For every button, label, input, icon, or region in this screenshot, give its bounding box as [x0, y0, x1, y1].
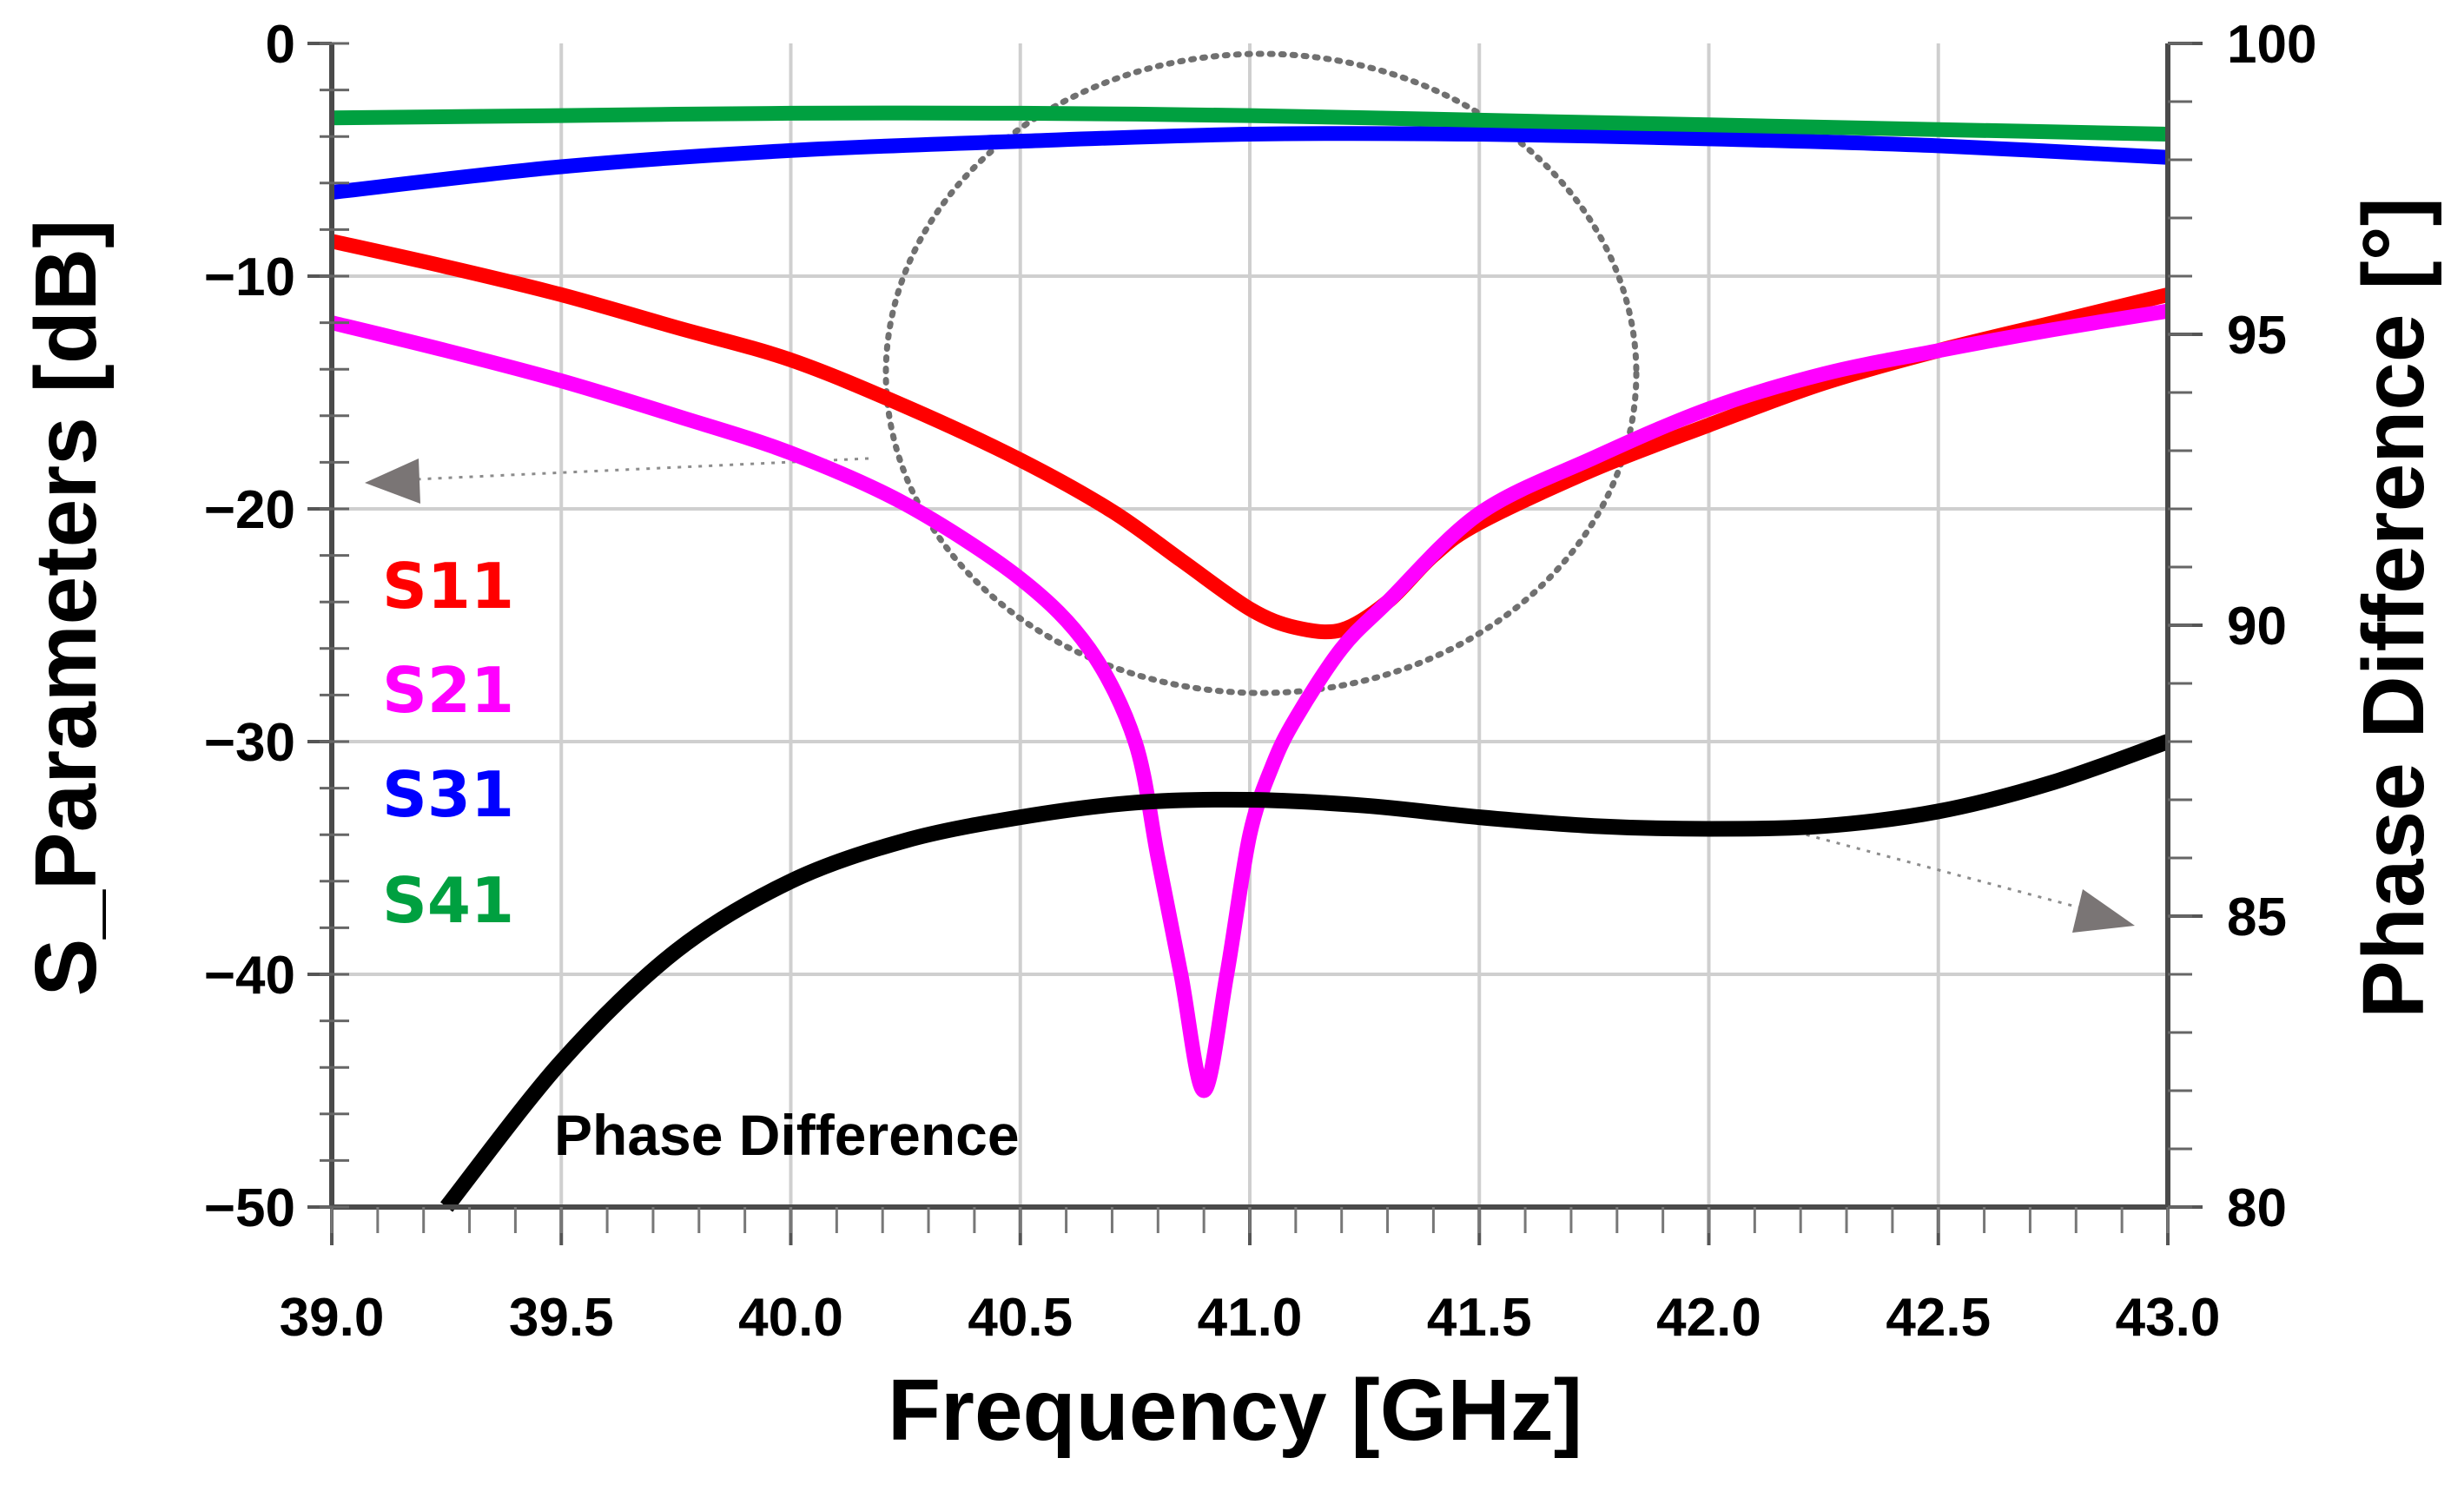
phase-difference-annotation: Phase Difference	[554, 1103, 1020, 1167]
grid	[332, 43, 2168, 1207]
series-line-s31	[331, 126, 2169, 200]
x-tick-label: 42.5	[1886, 1288, 1991, 1348]
y-tick-label: −50	[204, 1178, 295, 1238]
x-tick-label: 40.5	[968, 1288, 1073, 1348]
series-line-s11	[330, 234, 2170, 640]
y2-axis-title: Phase Difference [°]	[2345, 197, 2442, 1019]
series-line-s41	[331, 105, 2169, 142]
x-axis-title: Frequency [GHz]	[888, 1362, 1582, 1459]
x-tick-label: 41.0	[1198, 1288, 1303, 1348]
y2-tick-label: 80	[2227, 1178, 2287, 1238]
y2-tick-label: 90	[2227, 597, 2287, 656]
x-tick-label: 39.5	[509, 1288, 614, 1348]
x-tick-label: 40.0	[738, 1288, 843, 1348]
y-tick-label: 0	[266, 15, 295, 75]
ticks	[307, 42, 2203, 1245]
y2-tick-label: 95	[2227, 306, 2287, 366]
x-tick-label: 41.5	[1427, 1288, 1532, 1348]
x-tick-label: 42.0	[1656, 1288, 1761, 1348]
x-tick-label: 39.0	[280, 1288, 385, 1348]
right-axis-arrow-line	[1775, 825, 2090, 912]
y-tick-label: −20	[204, 480, 295, 540]
series-line-phase-difference	[440, 734, 2171, 1212]
highlight-ellipse	[882, 50, 1640, 696]
y-axis-title: S_Parameters [dB]	[17, 220, 115, 997]
tick-labels: 39.0 39.5 40.0 40.5 41.0 41.5 42.0 42.5 43.0 0 −10…	[204, 15, 2317, 1348]
legend: S11 S21 S31 S41	[382, 550, 514, 937]
y-tick-label: −40	[204, 946, 295, 1006]
left-axis-arrow-line	[414, 457, 869, 481]
y2-tick-label: 100	[2227, 15, 2316, 75]
legend-label-s11: S11	[382, 550, 514, 623]
x-tick-label: 43.0	[2116, 1288, 2221, 1348]
right-axis-arrowhead	[2072, 889, 2135, 933]
legend-label-s21: S21	[382, 654, 514, 727]
y-tick-label: −10	[204, 247, 295, 307]
y-tick-label: −30	[204, 713, 295, 773]
series-line-s21	[330, 303, 2170, 1098]
callout-group	[365, 50, 2135, 933]
left-axis-arrowhead	[365, 459, 420, 504]
y2-tick-label: 85	[2227, 887, 2287, 947]
series-group	[330, 105, 2171, 1212]
legend-label-s41: S41	[382, 864, 514, 937]
legend-label-s31: S31	[382, 758, 514, 831]
